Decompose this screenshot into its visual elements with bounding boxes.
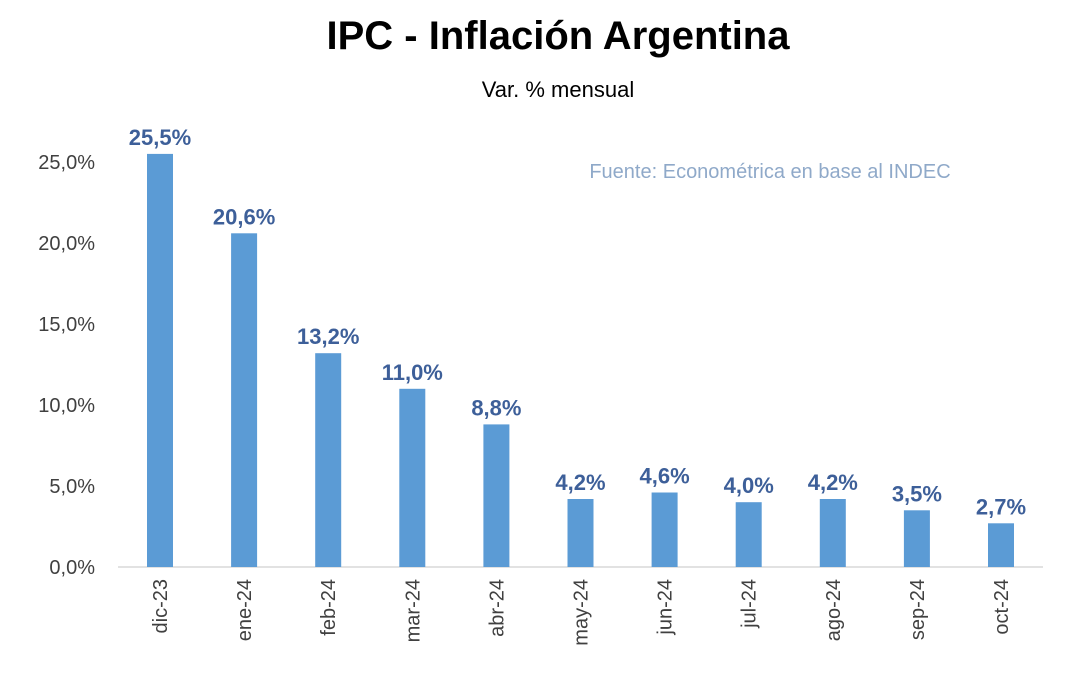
chart-title: IPC - Inflación Argentina: [326, 14, 790, 58]
data-label-jul-24: 4,0%: [724, 473, 774, 498]
source-note: Fuente: Econométrica en base al INDEC: [589, 161, 950, 183]
y-axis-labels: 0,0% 5,0% 10,0% 15,0% 20,0% 25,0%: [38, 152, 95, 579]
x-tick-label-jul-24: jul-24: [739, 579, 761, 629]
x-tick-label-mar-24: mar-24: [402, 579, 424, 642]
bar-abr-24: [483, 424, 510, 567]
x-tick-label-may-24: may-24: [571, 579, 593, 646]
data-label-sep-24: 3,5%: [892, 481, 942, 506]
data-label-jun-24: 4,6%: [640, 464, 690, 489]
bar-ago-24: [819, 499, 846, 567]
bar-feb-24: [315, 353, 342, 567]
x-tick-label-ene-24: ene-24: [234, 579, 256, 641]
y-tick-label: 20,0%: [38, 233, 95, 255]
bar-oct-24: [988, 523, 1014, 567]
x-tick-label-feb-24: feb-24: [318, 579, 340, 636]
data-label-ene-24: 20,6%: [213, 204, 275, 229]
x-tick-label-jun-24: jun-24: [655, 579, 677, 636]
bar-may-24: [567, 499, 594, 567]
y-tick-label: 10,0%: [38, 395, 95, 417]
data-label-ago-24: 4,2%: [808, 470, 858, 495]
bar-jun-24: [651, 492, 678, 567]
y-tick-label: 5,0%: [49, 476, 95, 498]
data-labels: 25,5% 20,6% 13,2% 11,0% 8,8% 4,2% 4,6% 4,0% 4,2%…: [129, 125, 1026, 519]
x-tick-label-abr-24: abr-24: [486, 579, 508, 637]
y-tick-label: 25,0%: [38, 152, 95, 174]
data-label-may-24: 4,2%: [555, 470, 605, 495]
data-label-feb-24: 13,2%: [297, 324, 359, 349]
y-tick-label: 15,0%: [38, 314, 95, 336]
y-tick-label: 0,0%: [49, 557, 95, 579]
x-tick-label-sep-24: sep-24: [907, 579, 929, 640]
data-label-oct-24: 2,7%: [976, 494, 1026, 519]
data-label-dic-23: 25,5%: [129, 125, 191, 150]
data-label-mar-24: 11,0%: [382, 360, 443, 385]
bars: [147, 153, 1014, 568]
bar-mar-24: [399, 388, 426, 567]
data-label-abr-24: 8,8%: [471, 395, 521, 420]
chart-subtitle: Var. % mensual: [481, 77, 635, 102]
x-tick-label-dic-23: dic-23: [150, 579, 172, 633]
x-axis-labels: dic-23 ene-24 feb-24 mar-24 abr-24 may-24 jun-…: [150, 579, 1013, 646]
bar-dic-23: [147, 153, 173, 567]
bar-jul-24: [735, 502, 762, 567]
bar-sep-24: [903, 510, 930, 567]
x-tick-label-oct-24: oct-24: [991, 579, 1013, 635]
x-tick-label-ago-24: ago-24: [823, 579, 845, 641]
bar-ene-24: [231, 233, 258, 568]
